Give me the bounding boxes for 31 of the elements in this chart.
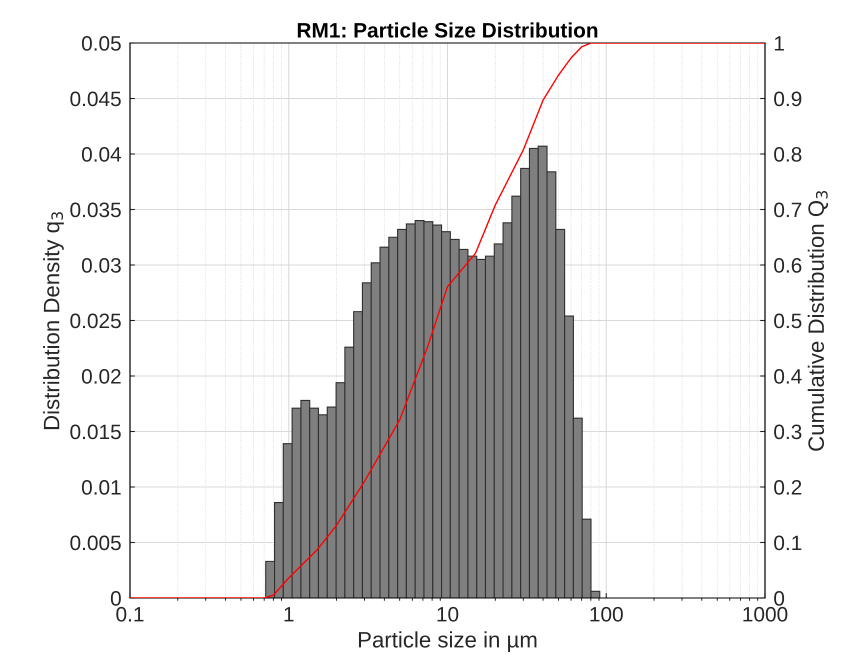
x-tick-label: 0.1	[116, 606, 144, 622]
y2-tick-label: 0	[774, 591, 784, 606]
y2-tick-label: 0.3	[774, 424, 802, 440]
x-tick-label: 100	[590, 606, 623, 622]
y-tick-label: 0.005	[70, 536, 121, 550]
y-tick-label: 0.01	[82, 480, 121, 495]
y2-tick-label: 0.2	[774, 480, 802, 495]
y-tick-label: 0.025	[70, 314, 121, 328]
y2-tick-label: 0.5	[774, 314, 802, 328]
y-tick-label: 0.03	[82, 258, 121, 273]
y-tick-label: 0.045	[70, 92, 121, 106]
y-tick-label: 0.04	[82, 147, 122, 162]
y-tick-label: 0	[110, 591, 121, 606]
y-tick-label: 0.02	[82, 369, 121, 384]
y2-tick-label: 0.6	[774, 258, 802, 273]
y-tick-label: 0.05	[82, 36, 121, 51]
x-axis-title: Particle size in µm	[358, 631, 536, 652]
y2-tick-label: 0.4	[774, 369, 802, 384]
y-tick-label: 0.015	[70, 424, 121, 440]
y2-tick-label: 1	[774, 36, 784, 51]
chart-title: RM1: Particle Size Distribution	[298, 22, 598, 38]
y-axis-title: Distribution Density q$_{3}$	[43, 212, 64, 430]
y-tick-label: 0.035	[70, 202, 121, 218]
x-tick-label: 1	[284, 607, 294, 622]
x-tick-label: 10	[438, 606, 458, 622]
x-tick-label: 1000	[743, 606, 788, 622]
y2-tick-label: 0.1	[774, 536, 802, 550]
y2-tick-label: 0.9	[774, 92, 802, 106]
y2-tick-label: 0.7	[774, 202, 802, 218]
y2-tick-label: 0.8	[774, 147, 802, 162]
y2-axis-title: Cumulative Distribution Q$_{3}$	[808, 191, 828, 451]
